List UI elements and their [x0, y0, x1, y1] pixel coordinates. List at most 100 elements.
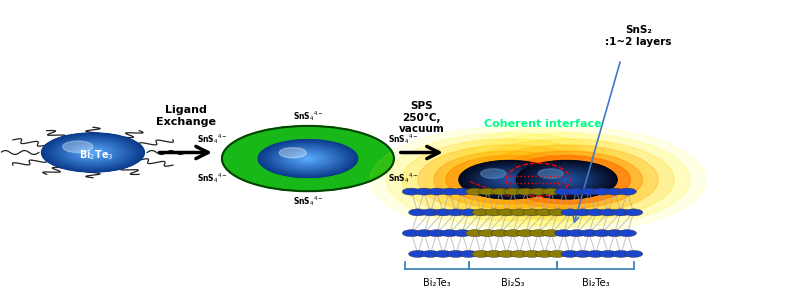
Circle shape	[507, 179, 511, 181]
Circle shape	[255, 138, 361, 179]
Circle shape	[491, 151, 642, 208]
Circle shape	[62, 141, 93, 152]
Circle shape	[561, 178, 572, 182]
Circle shape	[42, 133, 144, 172]
Circle shape	[418, 145, 601, 214]
Circle shape	[483, 170, 535, 189]
Circle shape	[289, 152, 327, 166]
Circle shape	[567, 188, 586, 195]
Circle shape	[260, 141, 356, 177]
Circle shape	[543, 170, 591, 189]
Circle shape	[509, 179, 510, 180]
Circle shape	[565, 179, 568, 180]
Circle shape	[544, 171, 589, 188]
Circle shape	[485, 250, 503, 257]
Circle shape	[519, 162, 614, 198]
Circle shape	[523, 209, 541, 216]
Circle shape	[586, 250, 605, 257]
Circle shape	[473, 166, 547, 194]
Circle shape	[50, 136, 136, 169]
Circle shape	[459, 250, 478, 257]
Circle shape	[498, 209, 516, 216]
Circle shape	[528, 165, 605, 194]
Circle shape	[541, 170, 593, 189]
Circle shape	[535, 167, 599, 192]
Circle shape	[517, 161, 617, 199]
Circle shape	[248, 136, 368, 181]
Circle shape	[259, 140, 357, 177]
Circle shape	[527, 165, 606, 195]
Circle shape	[243, 134, 373, 183]
Circle shape	[538, 169, 595, 191]
Circle shape	[440, 188, 459, 195]
Circle shape	[415, 230, 433, 237]
Circle shape	[402, 139, 617, 221]
Circle shape	[593, 230, 611, 237]
Circle shape	[74, 145, 112, 160]
Circle shape	[552, 174, 581, 185]
Circle shape	[464, 163, 555, 197]
Circle shape	[290, 152, 326, 165]
Circle shape	[535, 168, 598, 192]
Text: Bi₂S₃: Bi₂S₃	[501, 278, 525, 288]
Circle shape	[421, 209, 439, 216]
Circle shape	[224, 127, 392, 191]
Circle shape	[283, 149, 333, 168]
Circle shape	[248, 136, 368, 181]
Circle shape	[237, 132, 379, 185]
Circle shape	[246, 135, 370, 182]
Circle shape	[612, 209, 630, 216]
Circle shape	[472, 250, 491, 257]
Circle shape	[466, 188, 484, 195]
Circle shape	[548, 209, 566, 216]
Circle shape	[259, 140, 357, 177]
Text: SPS
250°C,
vacuum: SPS 250°C, vacuum	[399, 101, 445, 135]
Circle shape	[564, 179, 570, 181]
Circle shape	[516, 188, 535, 195]
Circle shape	[580, 230, 598, 237]
Circle shape	[276, 147, 340, 170]
Circle shape	[304, 157, 312, 160]
Circle shape	[222, 126, 394, 191]
Circle shape	[272, 145, 344, 172]
Circle shape	[497, 175, 522, 184]
Circle shape	[51, 137, 135, 168]
Circle shape	[504, 178, 515, 181]
Circle shape	[606, 230, 624, 237]
Circle shape	[562, 178, 571, 181]
Circle shape	[599, 209, 618, 216]
Text: SnS$_4$$^{4-}$: SnS$_4$$^{4-}$	[388, 132, 419, 146]
Circle shape	[551, 174, 582, 185]
Circle shape	[224, 127, 392, 190]
Circle shape	[58, 139, 128, 166]
Circle shape	[461, 161, 558, 198]
Circle shape	[244, 135, 371, 182]
Circle shape	[547, 172, 587, 187]
Circle shape	[561, 250, 579, 257]
Circle shape	[474, 166, 545, 193]
Circle shape	[65, 142, 121, 163]
Circle shape	[66, 142, 120, 163]
Circle shape	[299, 155, 317, 162]
Circle shape	[61, 140, 125, 165]
Circle shape	[503, 177, 516, 182]
Circle shape	[499, 176, 520, 184]
Circle shape	[231, 129, 384, 188]
Circle shape	[434, 209, 452, 216]
Circle shape	[508, 179, 511, 180]
Circle shape	[549, 173, 585, 187]
Circle shape	[558, 176, 576, 183]
Circle shape	[235, 131, 381, 186]
Circle shape	[459, 209, 478, 216]
Circle shape	[291, 152, 325, 165]
Circle shape	[523, 250, 541, 257]
Circle shape	[492, 173, 527, 186]
Circle shape	[303, 157, 313, 160]
Circle shape	[555, 175, 578, 184]
Circle shape	[64, 141, 122, 164]
Circle shape	[529, 188, 547, 195]
Circle shape	[478, 168, 541, 192]
Circle shape	[495, 174, 524, 185]
Circle shape	[483, 170, 536, 190]
Circle shape	[300, 156, 316, 162]
